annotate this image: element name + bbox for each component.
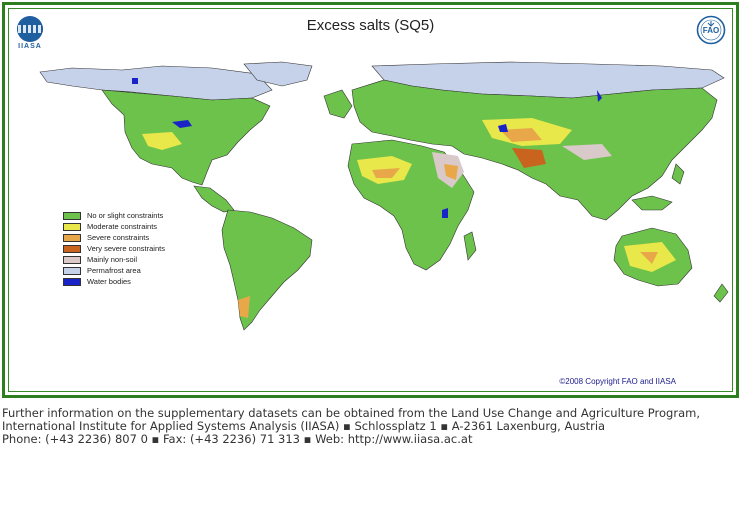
legend-label: Moderate constraints [87, 222, 158, 231]
legend-swatch [63, 255, 81, 264]
footer-info: Further information on the supplementary… [2, 407, 742, 446]
footer-line: Further information on the supplementary… [2, 406, 700, 420]
legend-swatch [63, 266, 81, 275]
legend-swatch [63, 277, 81, 286]
landmass-islands [631, 163, 685, 211]
copyright-notice: ©2008 Copyright FAO and IIASA [559, 377, 676, 386]
legend-item: Severe constraints [63, 232, 165, 243]
legend-item: Water bodies [63, 276, 165, 287]
iiasa-logo-text: IIASA [18, 43, 42, 50]
legend-label: Mainly non-soil [87, 255, 138, 264]
map-title: Excess salts (SQ5) [306, 17, 435, 34]
fao-logo-text: FAO [703, 26, 719, 35]
map-legend: No or slight constraints Moderate constr… [63, 210, 165, 287]
landmass-south-america [221, 209, 313, 331]
legend-swatch [63, 211, 81, 220]
legend-item: No or slight constraints [63, 210, 165, 221]
globe-icon [17, 16, 43, 42]
footer-line: International Institute for Applied Syst… [2, 419, 606, 433]
legend-label: Severe constraints [87, 233, 150, 242]
fao-logo: FAO [696, 15, 726, 45]
legend-label: Very severe constraints [87, 244, 165, 253]
legend-swatch [63, 244, 81, 253]
legend-item: Moderate constraints [63, 221, 165, 232]
legend-label: Water bodies [87, 277, 131, 286]
landmass-north-america [101, 89, 271, 213]
legend-swatch [63, 222, 81, 231]
footer-line: Phone: (+43 2236) 807 0 ▪ Fax: (+43 2236… [2, 432, 473, 446]
world-map [39, 61, 729, 331]
legend-swatch [63, 233, 81, 242]
legend-item: Permafrost area [63, 265, 165, 276]
legend-label: No or slight constraints [87, 211, 164, 220]
fao-emblem-icon: FAO [696, 15, 726, 45]
map-inner-border [8, 8, 733, 392]
legend-label: Permafrost area [87, 266, 141, 275]
iiasa-logo: IIASA [15, 16, 45, 50]
map-frame: IIASA Excess salts (SQ5) FAO [2, 2, 739, 398]
legend-item: Very severe constraints [63, 243, 165, 254]
water-bodies [132, 78, 602, 218]
legend-item: Mainly non-soil [63, 254, 165, 265]
